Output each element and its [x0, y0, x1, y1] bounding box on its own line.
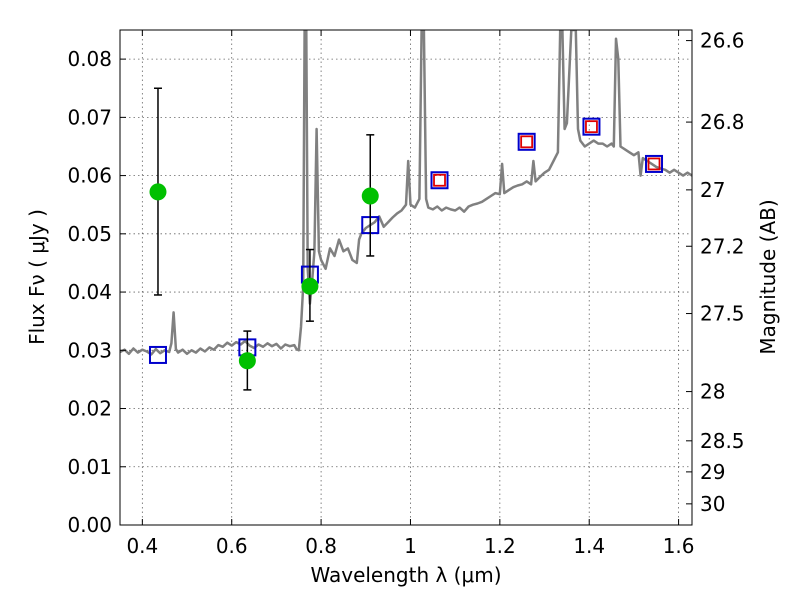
y-tick-label: 0.04	[67, 280, 112, 304]
plot-area	[120, 30, 692, 391]
axis-ticks: 0.4 0.6 0.8 1 1.2 1.4 1.6 0.00 0.01 0.02 0.03 0.04 0…	[67, 29, 744, 558]
y-tick-label: 0.07	[67, 105, 112, 129]
y-axis-right-label: Magnitude (AB)	[756, 199, 780, 354]
right-tick-label: 29	[700, 460, 725, 484]
right-tick-label: 26.8	[700, 110, 745, 134]
y-tick-label: 0.06	[67, 164, 112, 188]
y-tick-label: 0.08	[67, 47, 112, 71]
y-tick-label: 0.03	[67, 338, 112, 362]
detection-point	[149, 183, 167, 201]
right-tick-label: 28.5	[700, 429, 745, 453]
y-tick-label: 0.00	[67, 513, 112, 537]
detection-point	[238, 352, 256, 370]
x-tick-label: 1.6	[663, 534, 695, 558]
upper-limit-square	[520, 135, 534, 149]
x-tick-label: 1	[404, 534, 417, 558]
y-axis-label: Flux Fν ( μJy )	[25, 209, 49, 345]
model-photometry-square	[645, 154, 664, 173]
right-tick-label: 28	[700, 380, 725, 404]
y-tick-label: 0.02	[67, 397, 112, 421]
detection-point	[361, 187, 379, 205]
upper-limit-square	[585, 120, 598, 134]
model-photometry-square	[582, 117, 601, 136]
plot-frame	[119, 29, 693, 526]
x-axis-label: Wavelength λ (μm)	[310, 563, 501, 587]
upper-limit-square	[433, 173, 446, 187]
x-tick-label: 0.8	[305, 534, 337, 558]
y-tick-label: 0.05	[67, 222, 112, 246]
right-tick-label: 27.5	[700, 302, 745, 326]
detection-point	[301, 277, 319, 295]
x-tick-label: 1.2	[484, 534, 516, 558]
spectrum-line	[120, 30, 692, 356]
y-tick-label: 0.01	[67, 455, 112, 479]
right-tick-label: 27.2	[700, 234, 745, 258]
upper-limit-square	[647, 157, 661, 171]
right-tick-label: 30	[700, 492, 725, 516]
x-tick-label: 0.4	[126, 534, 158, 558]
model-photometry-square	[148, 345, 167, 364]
right-tick-label: 27	[700, 178, 725, 202]
model-photometry-square	[430, 171, 449, 190]
grid-lines	[120, 30, 692, 526]
x-tick-label: 1.4	[573, 534, 605, 558]
model-photometry-square	[517, 132, 536, 151]
right-tick-label: 26.6	[700, 29, 745, 53]
x-tick-label: 0.6	[216, 534, 248, 558]
